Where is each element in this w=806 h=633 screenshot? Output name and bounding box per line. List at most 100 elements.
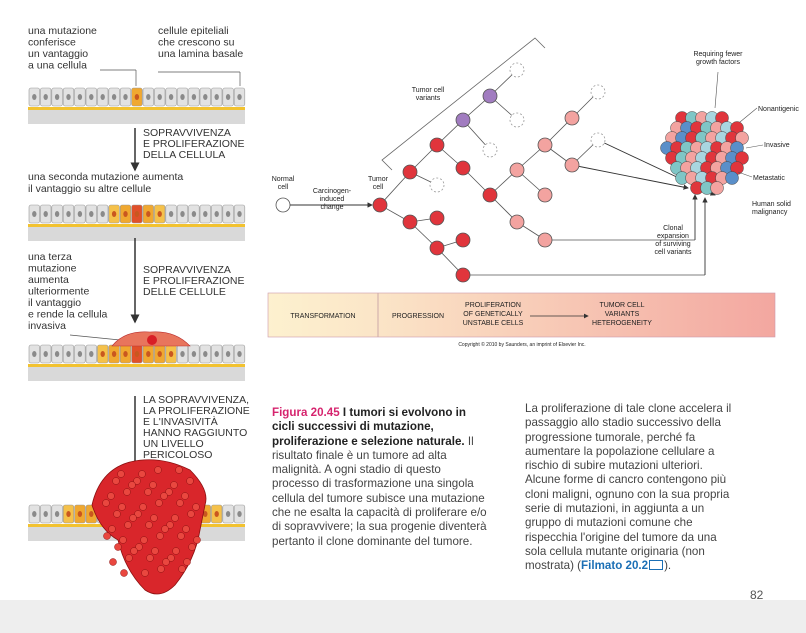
leader [745,144,764,149]
nucleus [157,94,162,100]
cell-node [509,162,525,178]
tumor-cell [171,514,179,522]
label: una lamina basale [158,48,243,60]
step-label: HANNO RAGGIUNTO [143,427,247,439]
tumor-cell [139,503,147,511]
cell-node [402,164,418,180]
tumor-cell [156,532,164,540]
nucleus [214,94,219,100]
tumor-cell [154,466,162,474]
branch [379,171,411,206]
cell-node [455,232,471,248]
label: una mutazione [28,25,97,37]
step-label: E PROLIFERAZIONE [143,138,245,150]
stage-label: HETEROGENEITY [592,320,652,327]
figure-number: Figura 20.45 [272,406,340,419]
body-text-closing: ). [664,559,672,573]
nucleus [54,211,60,217]
nucleus [203,351,208,357]
mutant-cell [147,335,157,345]
nucleus [111,94,117,100]
nucleus [54,351,60,357]
cell-node [372,197,388,213]
cell-node [482,187,498,203]
nucleus [191,211,197,217]
diagram-label: expansion [657,233,689,240]
label: mutazione [28,263,77,275]
cell-node [455,267,471,283]
tumor-cell [170,481,178,489]
tumor-cell [146,554,154,562]
nucleus [157,211,162,217]
diagram-label: cell [373,184,384,191]
nucleus [225,94,231,100]
nucleus [54,94,60,100]
tumor-cell [178,565,186,573]
bottom-bar [0,600,806,633]
label: il vantaggio su altre cellule [28,183,151,195]
nucleus [32,351,37,357]
basal-lamina [28,364,245,367]
nucleus [237,351,242,357]
nucleus [111,211,117,217]
caption-body: Il risultato finale è un tumore ad alta … [272,434,487,548]
diagram-label: variants [416,95,441,102]
tumor-cell [144,488,152,496]
tumor-cell [123,488,131,496]
nucleus [66,351,71,357]
branch [571,164,689,190]
label: una terza [28,251,72,263]
diagram-label: Normal [272,176,295,183]
tumor-cell [129,514,137,522]
nucleus [203,94,208,100]
tumor-cell [130,547,138,555]
nucleus [123,351,128,357]
nucleus [123,94,128,100]
nucleus [77,94,83,100]
cell-node [564,157,580,173]
diagram-label: Invasive [764,142,790,149]
nucleus [134,211,140,217]
tumor-cell [117,470,125,478]
tumor-cell [109,558,117,566]
step-label: PERICOLOSO [143,449,212,461]
tumor-cell [175,466,183,474]
diagram-label: Human solid [752,201,791,208]
basal-lamina [28,224,245,227]
step-label: E L'INVASIVITÀ [143,415,218,428]
tumor-cell [188,543,196,551]
nucleus [89,94,94,100]
nucleus [237,211,242,217]
stage-label: VARIANTS [605,311,640,318]
nucleus [89,351,94,357]
step-label: SOPRAVVIVENZA [143,264,231,276]
tumor-cell [177,532,185,540]
diagram-label: Tumor cell [412,87,445,94]
tumor-cell [193,536,201,544]
diagram-label: growth factors [696,59,740,66]
nucleus [225,351,231,357]
diagram-label: change [321,204,344,211]
leader [739,107,758,123]
tumor-cell [118,503,126,511]
video-link[interactable]: Filmato 20.2 [581,559,649,573]
tumor-cell [134,510,142,518]
cell-node [509,62,525,78]
cell-node [455,112,471,128]
nucleus [214,351,219,357]
nucleus [66,511,71,517]
cell-node [429,177,445,193]
tumor-cell [141,569,149,577]
cell-node [509,112,525,128]
step-label: E PROLIFERAZIONE [143,275,245,287]
tumor-cell [108,525,116,533]
malignant-cell [725,171,739,185]
tumor-cell [172,547,180,555]
nucleus [54,511,60,517]
tumor-cell [103,532,111,540]
diagram-label: of surviving [655,241,691,248]
cell-node [590,132,606,148]
nucleus [100,94,105,100]
basal-lamina [28,107,245,110]
